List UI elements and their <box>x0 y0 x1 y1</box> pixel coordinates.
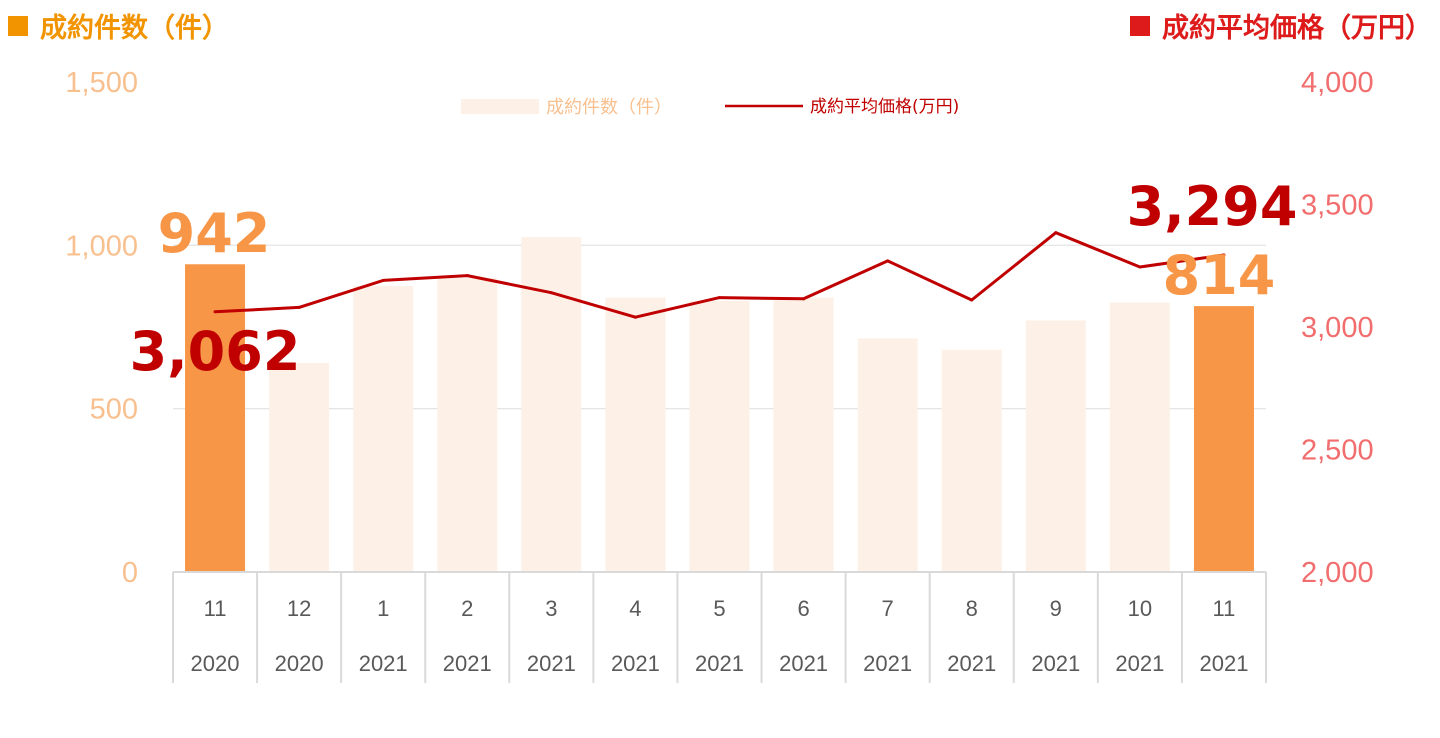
x-month-label: 7 <box>882 596 894 621</box>
x-month-label: 11 <box>204 596 227 621</box>
x-month-label: 12 <box>287 596 311 621</box>
first-count-label: 942 <box>158 202 271 265</box>
x-month-label: 5 <box>713 596 725 621</box>
price-point <box>886 259 890 263</box>
bar <box>605 297 666 572</box>
last-price-label: 3,294 <box>1127 175 1298 238</box>
left-y-tick-label: 0 <box>122 557 138 589</box>
bar <box>941 349 1002 572</box>
bar <box>857 338 918 572</box>
first-price-label: 3,062 <box>130 320 301 383</box>
right-y-tick-label: 3,500 <box>1301 190 1374 222</box>
x-year-label: 2021 <box>1115 651 1164 676</box>
x-month-label: 9 <box>1050 596 1062 621</box>
price-point <box>633 315 637 319</box>
last-count-label: 814 <box>1163 244 1276 307</box>
right-y-tick-label: 4,000 <box>1301 67 1374 99</box>
x-month-label: 8 <box>966 596 978 621</box>
left-axis-title: 成約件数（件） <box>8 6 229 45</box>
x-month-label: 3 <box>545 596 557 621</box>
bar-series <box>185 237 1254 572</box>
x-year-label: 2021 <box>1031 651 1080 676</box>
left-title-text: 成約件数（件） <box>40 13 229 44</box>
bar <box>437 278 498 572</box>
bar <box>353 286 414 572</box>
legend-bar-swatch <box>461 99 539 114</box>
right-y-tick-label: 3,000 <box>1301 312 1374 344</box>
right-axis-title: 成約平均価格（万円） <box>1130 6 1432 45</box>
bar <box>269 362 330 572</box>
left-y-tick-label: 1,000 <box>65 230 138 262</box>
data-annotations: 942 814 3,062 3,294 <box>130 175 1298 383</box>
x-month-label: 1 <box>377 596 389 621</box>
right-y-tick-label: 2,000 <box>1301 557 1374 589</box>
x-year-label: 2021 <box>611 651 660 676</box>
x-year-label: 2021 <box>1199 651 1248 676</box>
bar <box>1193 306 1254 572</box>
price-point <box>970 298 974 302</box>
line-series <box>213 231 1226 319</box>
x-year-label: 2021 <box>695 651 744 676</box>
right-y-axis: 2,000 2,500 3,000 3,500 4,000 <box>1301 67 1374 589</box>
x-year-label: 2021 <box>779 651 828 676</box>
price-point <box>1138 265 1142 269</box>
right-title-text: 成約平均価格（万円） <box>1162 13 1432 44</box>
price-point <box>465 274 469 278</box>
price-point <box>381 278 385 282</box>
left-title-square-icon <box>8 15 28 36</box>
price-point <box>297 305 301 309</box>
x-year-label: 2021 <box>947 651 996 676</box>
left-y-axis: 0 500 1,000 1,500 <box>65 67 138 589</box>
x-axis: 11 2020 12 2020 1 2021 2 2021 3 2021 4 2021 5 2021 6 20… <box>172 571 1267 683</box>
x-month-label: 10 <box>1128 596 1152 621</box>
x-year-label: 2021 <box>863 651 912 676</box>
x-year-label: 2021 <box>359 651 408 676</box>
bar <box>1025 320 1086 572</box>
x-month-label: 4 <box>629 596 641 621</box>
price-point <box>1222 253 1226 257</box>
price-point <box>802 297 806 301</box>
price-point <box>1054 231 1058 235</box>
legend-bar-label: 成約件数（件） <box>546 97 672 118</box>
x-month-label: 2 <box>461 596 473 621</box>
right-y-tick-label: 2,500 <box>1301 435 1374 467</box>
left-y-tick-label: 1,500 <box>65 67 138 99</box>
x-year-label: 2020 <box>191 651 240 676</box>
price-point <box>718 296 721 300</box>
bar <box>689 300 750 572</box>
left-y-tick-label: 500 <box>90 394 138 426</box>
x-month-label: 6 <box>797 596 809 621</box>
bar <box>1109 302 1170 572</box>
right-title-square-icon <box>1130 15 1150 36</box>
price-point <box>549 291 553 295</box>
x-year-label: 2021 <box>527 651 576 676</box>
bar <box>773 297 834 572</box>
bar <box>185 264 246 572</box>
price-point <box>213 310 217 314</box>
legend: 成約件数（件） 成約平均価格(万円) <box>461 97 959 118</box>
x-year-label: 2020 <box>275 651 324 676</box>
x-month-label: 11 <box>1213 596 1236 621</box>
legend-line-label: 成約平均価格(万円) <box>810 97 959 117</box>
x-year-label: 2021 <box>443 651 492 676</box>
